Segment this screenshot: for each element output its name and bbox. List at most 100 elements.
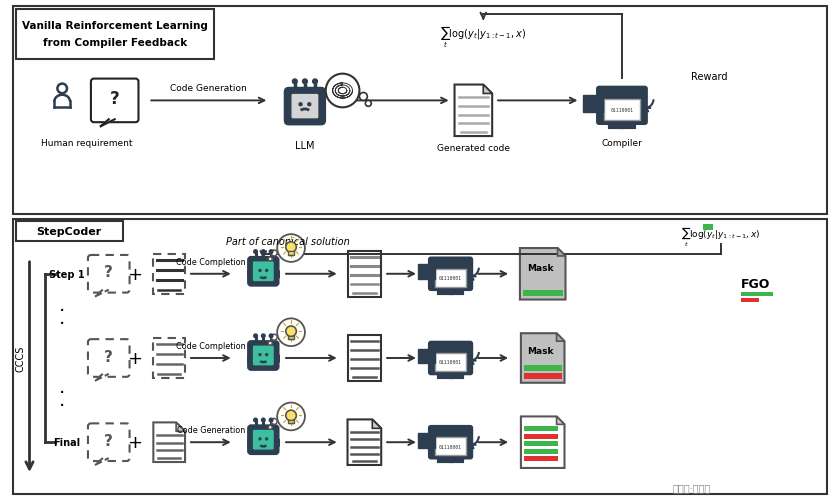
Circle shape [268,342,272,345]
Polygon shape [153,422,185,462]
FancyBboxPatch shape [252,429,275,450]
FancyBboxPatch shape [252,261,275,282]
Text: 公众号·新智元: 公众号·新智元 [672,482,711,492]
Bar [583,96,603,113]
Text: 01110001: 01110001 [611,108,633,113]
Circle shape [271,419,277,424]
Circle shape [277,319,305,346]
Bar [435,270,466,287]
Circle shape [325,75,359,108]
Circle shape [261,334,265,338]
FancyBboxPatch shape [91,80,138,123]
Polygon shape [557,334,564,342]
Text: ?: ? [104,433,113,448]
Text: ·: · [59,396,66,415]
Bar [524,441,557,446]
Text: ?: ? [110,90,120,108]
Circle shape [254,250,257,254]
FancyBboxPatch shape [252,345,275,366]
Bar [435,437,466,455]
Polygon shape [520,248,566,300]
FancyBboxPatch shape [429,258,473,291]
Circle shape [270,250,273,254]
Polygon shape [153,339,185,378]
Text: $\sum_t \log(y_t|y_{1:t-1}, x)$: $\sum_t \log(y_t|y_{1:t-1}, x)$ [440,24,527,50]
Circle shape [313,80,317,85]
Bar [435,353,466,371]
Polygon shape [557,417,564,424]
Polygon shape [348,336,381,381]
Circle shape [285,410,296,421]
Polygon shape [95,458,109,465]
Circle shape [285,326,296,337]
Text: 01110001: 01110001 [439,276,462,281]
Text: Vanilla Reinforcement Learning: Vanilla Reinforcement Learning [22,21,208,31]
Circle shape [258,437,261,441]
Circle shape [359,93,368,101]
Text: $\sum_t \log(y_t|y_{1:t-1}, x)$: $\sum_t \log(y_t|y_{1:t-1}, x)$ [681,225,760,248]
Circle shape [277,403,305,430]
Circle shape [268,425,272,429]
Circle shape [271,335,277,341]
Polygon shape [348,252,381,297]
Bar [12,7,827,215]
Bar [524,426,557,431]
FancyBboxPatch shape [275,439,280,446]
Text: ·: · [59,301,66,320]
Text: Step 1: Step 1 [49,269,85,279]
Polygon shape [95,374,109,381]
FancyBboxPatch shape [248,342,279,370]
FancyBboxPatch shape [285,89,325,125]
Circle shape [258,353,261,357]
Text: Compiler: Compiler [602,139,642,148]
Circle shape [254,418,257,422]
Text: 01110001: 01110001 [439,360,462,365]
Circle shape [277,234,305,263]
Bar [418,433,435,448]
Bar [740,292,773,296]
Polygon shape [348,419,381,465]
Text: Human requirement: Human requirement [42,139,133,148]
FancyBboxPatch shape [429,426,473,458]
Bar [16,10,214,60]
FancyBboxPatch shape [275,271,280,279]
Text: Code Completion: Code Completion [176,341,245,350]
FancyBboxPatch shape [88,340,130,377]
Circle shape [261,418,265,422]
Polygon shape [372,419,381,428]
Text: LLM: LLM [295,141,314,151]
Bar [604,100,640,120]
FancyBboxPatch shape [248,425,279,454]
Text: Part of canonical solution: Part of canonical solution [225,236,349,246]
Circle shape [365,101,371,107]
Text: Code Generation: Code Generation [176,425,245,434]
Text: 01110001: 01110001 [439,444,462,449]
Polygon shape [557,248,566,257]
Circle shape [261,250,265,254]
Text: +: + [127,349,142,367]
Circle shape [299,103,303,107]
FancyBboxPatch shape [597,88,646,125]
Circle shape [268,258,272,262]
Polygon shape [521,334,564,383]
Text: +: + [127,265,142,283]
Polygon shape [153,255,185,294]
Text: StepCoder: StepCoder [37,227,102,236]
Circle shape [265,353,268,357]
Bar [524,434,557,439]
Bar [740,298,759,302]
Bar [288,336,294,339]
Polygon shape [101,120,115,127]
FancyBboxPatch shape [275,355,280,363]
Bar [522,290,562,296]
Circle shape [271,250,277,257]
Bar [12,220,827,494]
Circle shape [270,418,273,422]
Bar [288,252,294,255]
Circle shape [270,334,273,338]
Bar [524,449,557,454]
Text: +: + [127,433,142,451]
Bar [418,265,435,280]
Polygon shape [521,417,564,468]
Text: CCCS: CCCS [16,345,26,371]
